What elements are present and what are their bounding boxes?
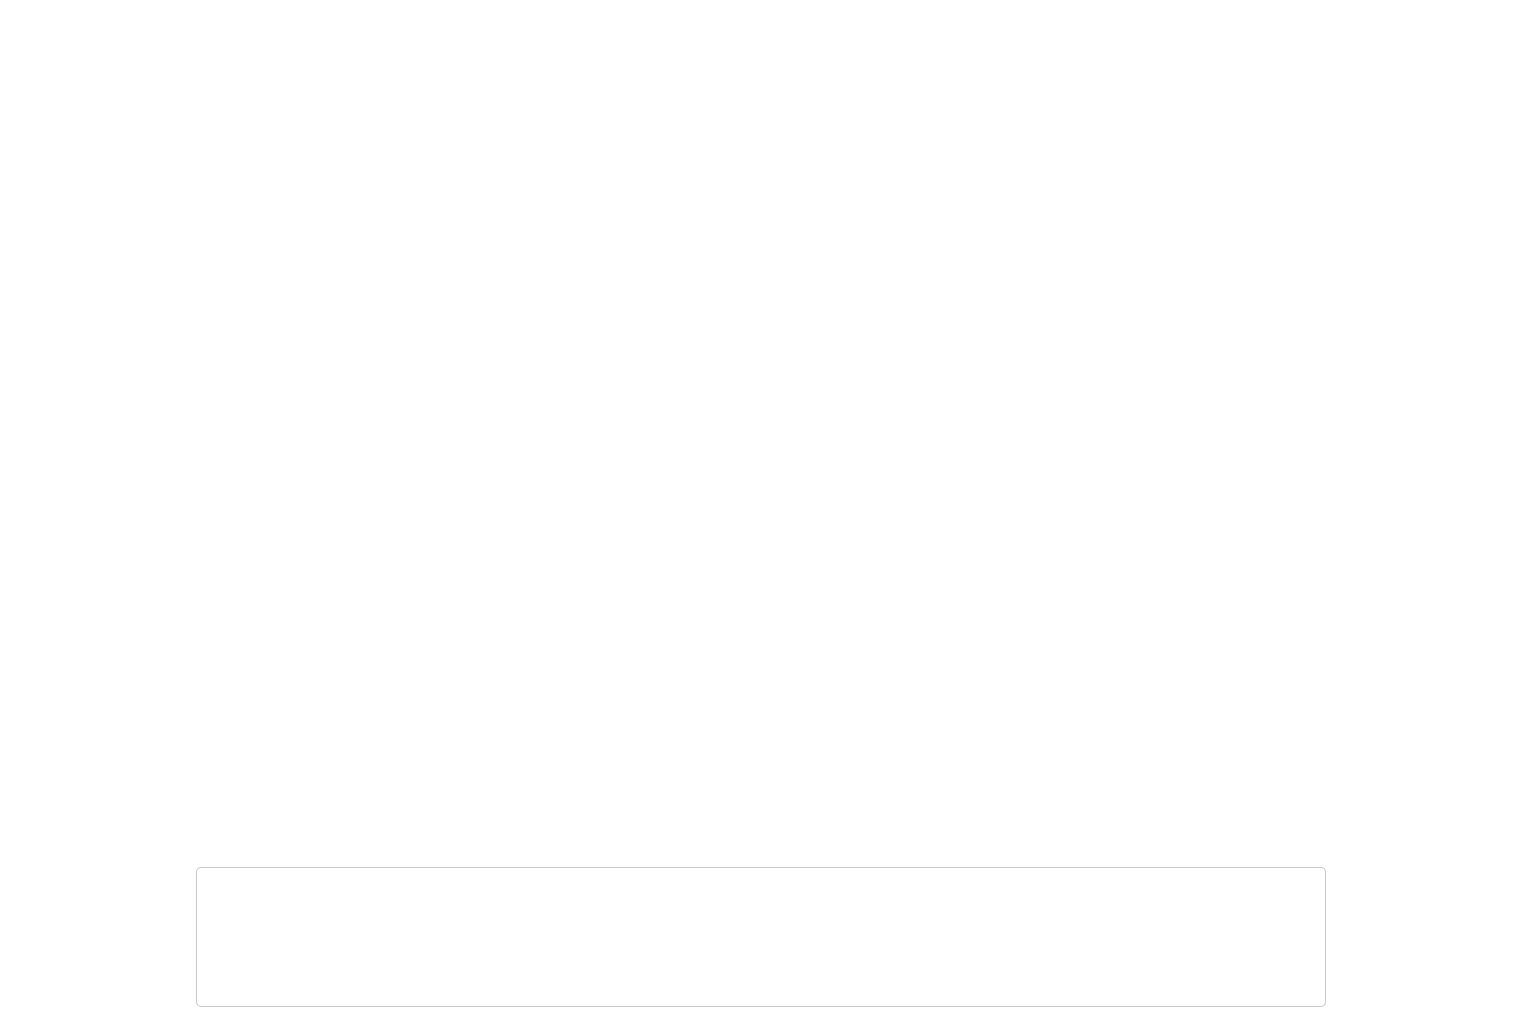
colorbar bbox=[84, 758, 1436, 816]
map-espc bbox=[817, 133, 1443, 658]
map-rtofs bbox=[84, 133, 710, 658]
legend bbox=[196, 867, 1326, 1007]
